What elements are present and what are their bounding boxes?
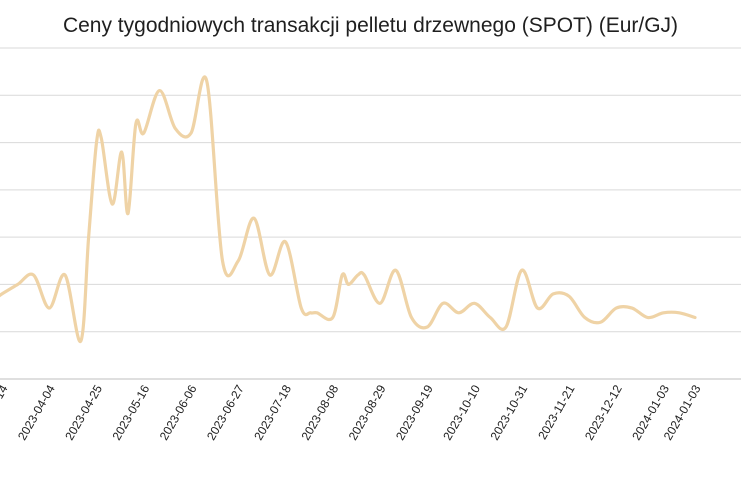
x-tick-label: 2023-07-18 (251, 382, 294, 442)
x-tick-label: 2023-06-06 (157, 382, 200, 442)
grid-layer (0, 47, 741, 333)
x-tick-label: 2023-08-08 (299, 382, 342, 442)
x-tick-label: 2023-10-10 (440, 382, 483, 442)
x-tick-label: 2023-04-25 (62, 382, 105, 442)
x-tick-label: 2023-09-19 (393, 382, 436, 442)
x-tick-label: 2023-04-04 (15, 382, 58, 442)
x-tick-label: 2023-10-31 (488, 382, 531, 442)
x-tick-label: 2023-12-12 (582, 382, 625, 442)
x-tick-labels: 2023-03-14 2023-04-04 2023-04-25 2023-05-16… (0, 382, 704, 442)
series-line-0 (0, 75, 697, 343)
x-tick-label: 2023-11-21 (535, 382, 578, 442)
x-tick-label: 2023-03-14 (0, 382, 11, 442)
x-tick-label: 2023-06-27 (204, 382, 247, 442)
chart-title: Ceny tygodniowych transakcji pelletu drz… (62, 14, 679, 37)
x-tick-label: 2023-08-29 (346, 382, 389, 442)
series-layer (0, 75, 697, 343)
x-tick-label: 2023-05-16 (110, 382, 153, 442)
